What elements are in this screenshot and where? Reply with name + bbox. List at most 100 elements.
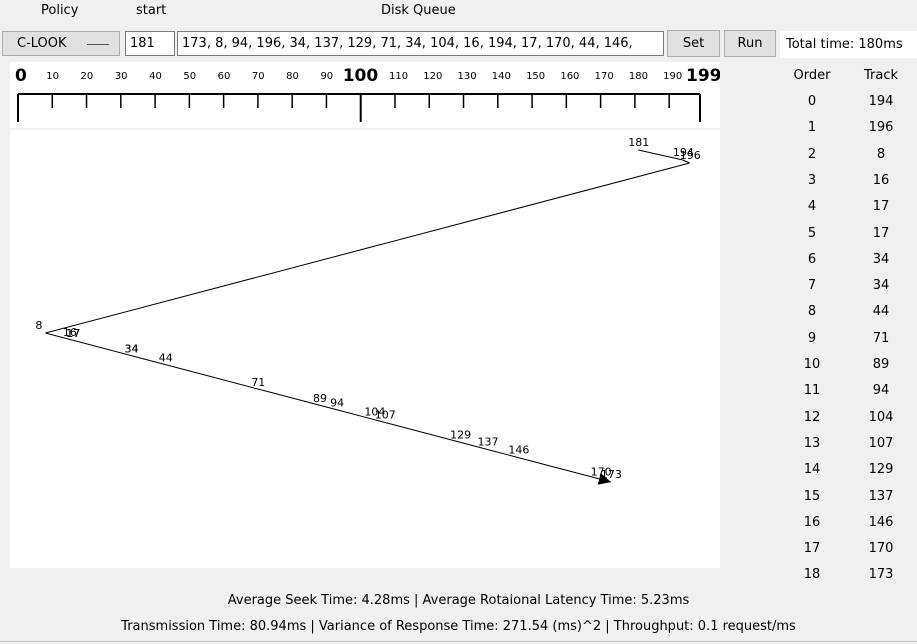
seek-segment <box>340 410 375 421</box>
set-button[interactable]: Set <box>667 30 720 57</box>
table-row: 11 94 <box>780 378 917 404</box>
dropdown-indicator-icon <box>87 44 109 45</box>
seek-point-label: 89 <box>313 392 327 405</box>
ruler-tick-label: 190 <box>663 71 682 82</box>
ruler-tick-label: 100 <box>343 66 379 86</box>
track-cell: 94 <box>872 383 890 399</box>
track-cell: 170 <box>868 541 894 557</box>
seek-point-label: 129 <box>450 428 471 441</box>
order-cell: 10 <box>803 357 821 372</box>
ruler-tick-label: 180 <box>629 71 648 82</box>
seek-point-label: 196 <box>680 149 701 162</box>
track-cell: 104 <box>868 409 894 425</box>
total-time-display: Total time: 180ms <box>780 31 917 58</box>
track-column-header: Track <box>863 68 899 83</box>
table-row: 9 71 <box>780 326 917 352</box>
order-cell: 14 <box>803 462 821 478</box>
stats-line-1: Average Seek Time: 4.28ms | Average Rota… <box>227 593 690 608</box>
track-cell: 8 <box>876 146 886 162</box>
track-cell: 34 <box>872 251 890 267</box>
table-row: 14 129 <box>780 457 917 483</box>
order-cell: 6 <box>807 251 817 267</box>
start-input[interactable]: 181 <box>125 31 175 56</box>
table-row: 16 146 <box>780 510 917 536</box>
ruler-tick-label: 60 <box>218 71 231 82</box>
track-cell: 17 <box>872 199 890 215</box>
ruler-tick-label: 40 <box>149 71 162 82</box>
track-cell: 196 <box>868 120 894 136</box>
divider <box>0 641 917 642</box>
ruler-tick-label: 30 <box>115 71 128 82</box>
order-cell: 5 <box>807 225 817 241</box>
table-row: 1 196 <box>780 115 917 141</box>
seek-segment <box>72 339 77 342</box>
ruler-tick-label: 130 <box>458 71 477 82</box>
seek-point-label: 181 <box>628 136 649 149</box>
ruler-tick-label: 70 <box>252 71 265 82</box>
seek-point-label: 94 <box>330 397 344 410</box>
start-header: start <box>136 3 167 18</box>
seek-segment <box>384 421 461 443</box>
track-cell: 194 <box>868 94 894 109</box>
ruler-tick-label: 150 <box>526 71 545 82</box>
table-row: 15 137 <box>780 484 917 510</box>
order-cell: 11 <box>803 383 821 399</box>
ruler-tick-label: 160 <box>560 71 579 82</box>
seek-point-label: 34 <box>125 342 139 355</box>
track-cell: 129 <box>868 462 894 478</box>
ruler-tick-label: 170 <box>595 71 614 82</box>
track-cell: 44 <box>872 304 890 320</box>
ruler-tick-label: 199 <box>686 66 720 86</box>
ruler-tick-label: 140 <box>492 71 511 82</box>
disk-queue-header: Disk Queue <box>381 3 456 18</box>
ruler-tick-label: 90 <box>320 71 333 82</box>
table-row: 5 17 <box>780 221 917 247</box>
seek-segment <box>682 159 690 164</box>
ruler-tick-label: 50 <box>183 71 196 82</box>
seek-point-label: 146 <box>508 444 529 457</box>
table-row: 18 173 <box>780 562 917 588</box>
seek-point-label: 17 <box>66 327 80 340</box>
table-row: 13 107 <box>780 431 917 457</box>
table-row: 10 89 <box>780 352 917 378</box>
ruler-tick-label: 80 <box>286 71 299 82</box>
seek-segment <box>261 389 324 407</box>
seek-point-label: 17 <box>66 327 80 340</box>
seek-segment <box>134 355 169 366</box>
order-cell: 9 <box>807 330 817 346</box>
order-cell: 15 <box>803 488 821 504</box>
stats-line-2: Transmission Time: 80.94ms | Variance of… <box>121 619 796 634</box>
track-cell: 173 <box>868 567 894 583</box>
table-row: 4 17 <box>780 194 917 220</box>
track-cell: 16 <box>872 172 890 188</box>
ruler-tick-label: 120 <box>423 71 442 82</box>
order-cell: 7 <box>807 278 817 294</box>
run-button[interactable]: Run <box>724 30 776 57</box>
seek-segment <box>487 449 519 459</box>
order-cell: 16 <box>803 514 821 530</box>
order-cell: 18 <box>803 567 821 583</box>
order-cell: 17 <box>803 541 821 557</box>
ruler-tick-label: 20 <box>81 71 94 82</box>
seek-point-label: 71 <box>251 376 265 389</box>
order-cell: 8 <box>807 304 817 320</box>
table-header: Order Track <box>780 63 917 89</box>
track-ruler: 0 10 20 30 40 50 60 70 80 90 100 110 120 130 140 150 160… <box>10 62 720 128</box>
track-cell: 137 <box>868 488 894 504</box>
seek-point-label: 194 <box>673 146 694 159</box>
ruler-tick-label: 10 <box>46 71 59 82</box>
table-row: 6 34 <box>780 247 917 273</box>
seek-segment <box>322 405 341 412</box>
seek-segment <box>518 457 601 480</box>
policy-select[interactable]: C-LOOK <box>2 31 120 56</box>
seek-segment <box>638 149 683 161</box>
ruler-tick-label: 0 <box>15 66 27 86</box>
order-cell: 12 <box>803 409 821 425</box>
track-cell: 146 <box>868 514 894 530</box>
disk-queue-input[interactable]: 173, 8, 94, 196, 34, 137, 129, 71, 34, 1… <box>177 31 664 56</box>
seek-point-label: 137 <box>478 435 499 448</box>
track-cell: 34 <box>872 278 890 294</box>
seek-segment <box>45 332 73 341</box>
seek-segment <box>168 365 262 391</box>
